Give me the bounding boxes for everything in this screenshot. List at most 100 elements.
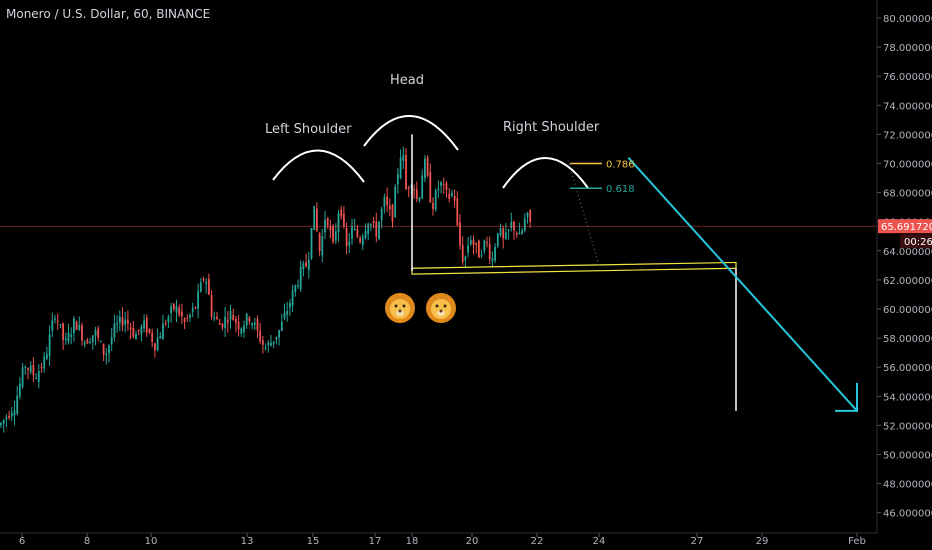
candle-body <box>2 419 5 424</box>
candle-body <box>21 367 24 387</box>
y-tick-label: 64.000000 <box>883 247 932 258</box>
candle-body <box>40 367 43 369</box>
candle-body <box>302 263 305 270</box>
candle-body <box>235 318 237 323</box>
candle-body <box>248 317 251 322</box>
lion-nose <box>398 309 402 313</box>
candle-body <box>378 221 380 239</box>
candle-body <box>51 320 54 331</box>
candle-body <box>43 356 46 369</box>
symbol-title: Monero / U.S. Dollar, 60, BINANCE <box>6 7 211 21</box>
candle-body <box>243 325 245 333</box>
candle-body <box>383 197 386 207</box>
candle-body <box>237 321 240 330</box>
candle-body <box>10 412 13 417</box>
candle-body <box>208 279 210 295</box>
candle-body <box>226 319 229 323</box>
candle-body <box>291 290 294 307</box>
x-tick-label: 29 <box>756 536 769 547</box>
candle-body <box>461 244 464 263</box>
candle-body <box>178 307 181 316</box>
candle-body <box>297 284 299 287</box>
candle-body <box>510 222 513 228</box>
candle-body <box>118 316 121 323</box>
candle-body <box>62 323 64 340</box>
countdown-label: 00:26 <box>904 237 932 248</box>
candle-body <box>316 208 318 231</box>
lion-eye <box>443 304 447 308</box>
y-tick-label: 56.000000 <box>883 363 932 374</box>
candle-body <box>399 157 402 178</box>
lion-muzzle <box>437 310 445 316</box>
y-tick-label: 60.000000 <box>883 305 932 316</box>
candle-body <box>199 282 202 292</box>
candle-body <box>451 192 453 196</box>
x-tick-label: 17 <box>369 536 382 547</box>
candle-body <box>415 189 418 199</box>
candle-body <box>256 319 259 331</box>
candle-body <box>172 303 175 310</box>
candle-body <box>491 258 494 262</box>
lion-icon <box>426 293 456 323</box>
candle-body <box>469 240 472 245</box>
x-tick-label: 8 <box>84 536 90 547</box>
candle-body <box>189 314 191 318</box>
candle-body <box>340 209 343 217</box>
candle-body <box>100 341 102 343</box>
candle-body <box>67 332 70 342</box>
candle-body <box>499 228 502 236</box>
candle-body <box>5 417 8 420</box>
candle-body <box>294 285 297 293</box>
candle-body <box>424 158 426 179</box>
candle-body <box>253 322 256 325</box>
y-tick-label: 76.000000 <box>883 72 932 83</box>
candle-body <box>488 244 491 260</box>
candle-body <box>210 294 213 317</box>
y-tick-label: 68.000000 <box>883 189 932 200</box>
candle-body <box>421 175 424 199</box>
candle-body <box>108 345 110 354</box>
candle-body <box>367 223 370 235</box>
candle-body <box>394 186 397 218</box>
y-tick-label: 54.000000 <box>883 392 932 403</box>
candle-body <box>216 316 218 320</box>
candle-body <box>186 317 189 319</box>
candle-body <box>353 228 356 230</box>
lion-icon <box>385 293 415 323</box>
candle-body <box>224 316 226 329</box>
candle-body <box>267 342 270 346</box>
candle-body <box>313 206 316 230</box>
candle-body <box>251 323 253 325</box>
candle-body <box>437 188 440 191</box>
candle-body <box>140 326 143 334</box>
candle-body <box>372 220 375 224</box>
candle-body <box>432 203 434 210</box>
candle-body <box>375 221 378 237</box>
candle-body <box>113 323 116 338</box>
candle-body <box>59 324 62 326</box>
lion-eye <box>435 304 439 308</box>
fib-level-label: 0.618 <box>606 184 635 195</box>
candle-body <box>515 233 518 235</box>
candle-body <box>229 310 232 320</box>
left-shoulder-label: Left Shoulder <box>265 122 352 137</box>
candle-body <box>148 329 151 333</box>
candle-body <box>97 328 100 338</box>
candle-body <box>202 279 205 281</box>
y-tick-label: 58.000000 <box>883 334 932 345</box>
candle-body <box>218 323 221 325</box>
candle-body <box>418 197 421 201</box>
fib-trend-line <box>567 160 601 269</box>
candle-body <box>299 266 302 290</box>
candle-body <box>132 327 135 337</box>
candle-body <box>502 228 505 239</box>
candle-body <box>478 240 480 258</box>
candle-body <box>270 342 272 346</box>
right-shoulder-arc <box>502 157 589 189</box>
candle-body <box>259 330 262 342</box>
y-tick-label: 78.000000 <box>883 43 932 54</box>
candle-body <box>37 370 40 382</box>
candle-body <box>121 317 124 326</box>
